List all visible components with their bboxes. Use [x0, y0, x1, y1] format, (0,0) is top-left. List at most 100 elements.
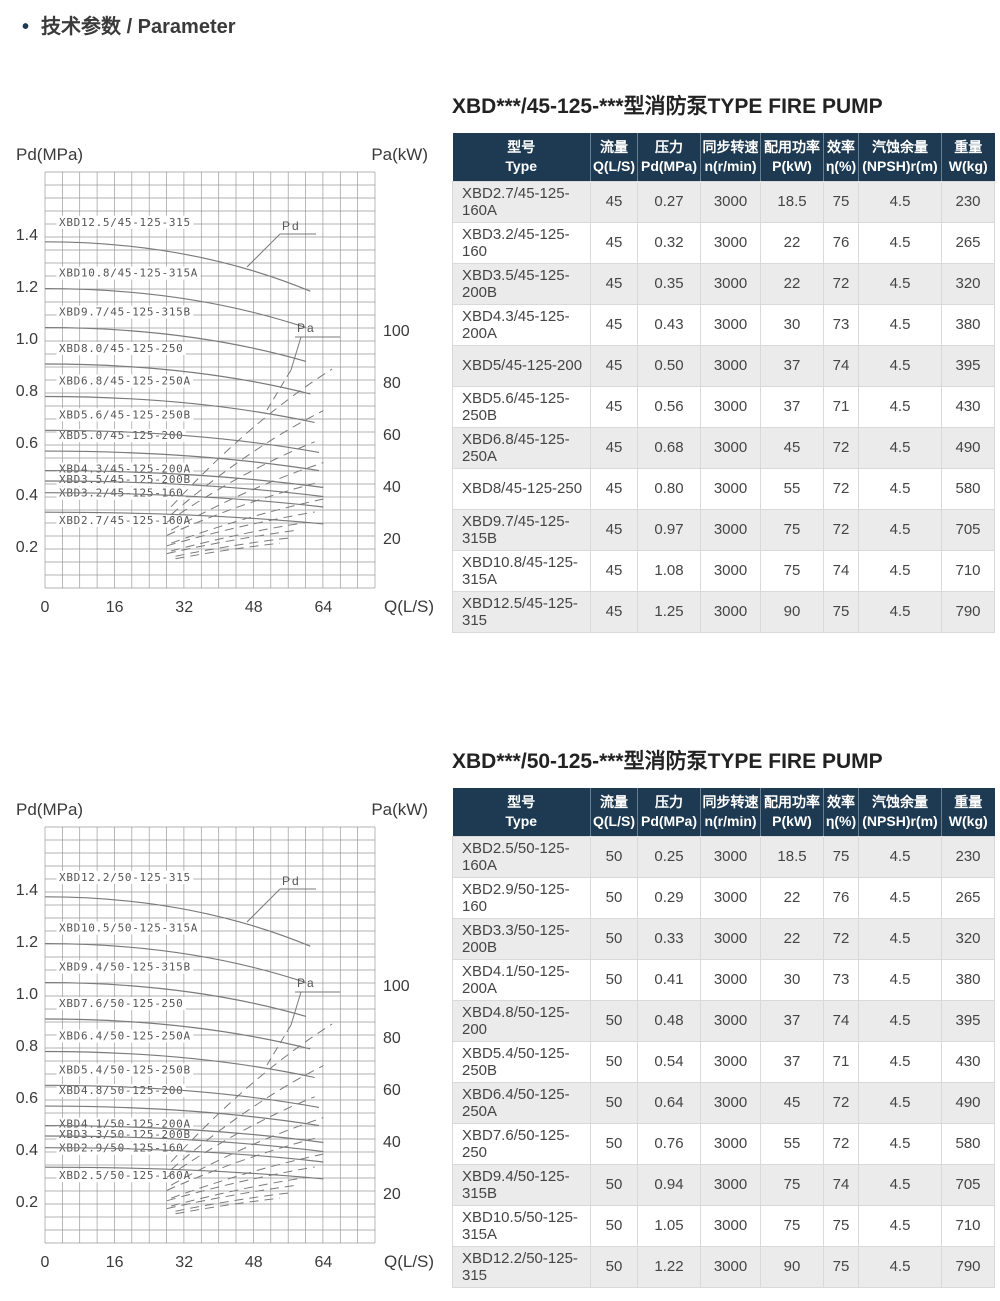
model-cell: XBD3.2/45-125-160 — [452, 221, 591, 264]
y-tick-left: 1.2 — [16, 279, 38, 296]
value-cell: 0.33 — [637, 917, 701, 960]
value-cell: 0.94 — [637, 1163, 701, 1206]
y-axis-label-right: Pa(kW) — [371, 145, 428, 164]
value-cell: 230 — [941, 835, 995, 878]
value-cell: 4.5 — [858, 1081, 942, 1124]
pump-curve — [44, 943, 307, 984]
value-cell: 0.97 — [637, 508, 701, 551]
value-cell: 74 — [823, 549, 859, 592]
value-cell: 3000 — [700, 1204, 761, 1247]
column-header: 重量 W(kg) — [941, 133, 995, 182]
table-row: XBD2.5/50-125-160A 50 0.25 3000 18.5 75 4.5 230 — [452, 835, 995, 878]
value-cell: 3000 — [700, 303, 761, 346]
page-title: • 技术参数 / Parameter — [22, 10, 236, 39]
power-curve — [170, 1117, 324, 1186]
performance-chart-45-125: XBD12.5/45-125-315 XBD10.8/45-125-315A XBD… — [16, 145, 434, 616]
power-curve — [170, 462, 324, 531]
value-cell: 45 — [590, 221, 638, 264]
power-curve — [170, 1065, 324, 1170]
column-header: 重量 W(kg) — [941, 788, 995, 837]
y-tick-right: 80 — [383, 375, 401, 392]
value-cell: 50 — [590, 1163, 638, 1206]
axis-labels: Pd(MPa) Pa(kW) Q(L/S) 0.2 0.4 0.6 0.8 1.0 1.2 1.4… — [16, 800, 434, 1271]
pump-curve — [44, 363, 311, 395]
y-tick-right: 100 — [383, 323, 410, 340]
value-cell: 3000 — [700, 180, 761, 223]
column-header: 压力 Pd(MPa) — [637, 133, 701, 182]
model-cell: XBD4.8/50-125-200 — [452, 999, 591, 1042]
value-cell: 4.5 — [858, 835, 942, 878]
spec-table-50-125: 型号 Type 流量 Q(L/S) 压力 Pd(MPa) 同步转速 n(r/min) 配用功率 P… — [452, 788, 995, 1288]
value-cell: 0.41 — [637, 958, 701, 1001]
value-cell: 1.22 — [637, 1245, 701, 1288]
pd-annotation: Pd — [282, 219, 301, 233]
value-cell: 72 — [823, 467, 859, 510]
value-cell: 3000 — [700, 835, 761, 878]
y-tick-left: 1.2 — [16, 934, 38, 951]
curve-label: XBD5.6/45-125-250B — [59, 408, 191, 421]
power-curve — [170, 368, 333, 508]
value-cell: 75 — [823, 1245, 859, 1288]
curve-label: XBD7.6/50-125-250 — [59, 997, 183, 1010]
curve-label: XBD12.5/45-125-315 — [59, 216, 191, 229]
value-cell: 265 — [941, 876, 995, 919]
value-cell: 3000 — [700, 1163, 761, 1206]
table-row: XBD3.2/45-125-160 45 0.32 3000 22 76 4.5 265 — [452, 221, 995, 264]
x-tick: 64 — [315, 1254, 333, 1271]
value-cell: 705 — [941, 508, 995, 551]
value-cell: 72 — [823, 1122, 859, 1165]
value-cell: 50 — [590, 876, 638, 919]
column-header: 汽蚀余量 (NPSH)r(m) — [858, 788, 942, 837]
column-header: 同步转速 n(r/min) — [700, 788, 761, 837]
chart-grid — [44, 171, 376, 589]
value-cell: 72 — [823, 426, 859, 469]
y-axis-label-left: Pd(MPa) — [16, 800, 83, 819]
pump-curve — [44, 470, 324, 489]
table-row: XBD4.3/45-125-200A 45 0.43 3000 30 73 4.5 380 — [452, 303, 995, 346]
value-cell: 4.5 — [858, 262, 942, 305]
value-cell: 18.5 — [760, 835, 824, 878]
value-cell: 75 — [823, 180, 859, 223]
y-tick-left: 0.4 — [16, 1142, 38, 1159]
value-cell: 710 — [941, 549, 995, 592]
value-cell: 4.5 — [858, 1163, 942, 1206]
y-axis-label-left: Pd(MPa) — [16, 145, 83, 164]
model-cell: XBD12.5/45-125-315 — [452, 590, 591, 633]
pump-curve — [44, 480, 324, 498]
pa-annotation: Pa — [297, 321, 316, 335]
pump-curve — [44, 1135, 324, 1153]
value-cell: 4.5 — [858, 1122, 942, 1165]
x-axis-label: Q(L/S) — [384, 597, 434, 616]
table-row: XBD5.4/50-125-250B 50 0.54 3000 37 71 4.5 430 — [452, 1040, 995, 1083]
value-cell: 4.5 — [858, 508, 942, 551]
value-cell: 45 — [760, 426, 824, 469]
value-cell: 22 — [760, 917, 824, 960]
spec-section-50-125: XBD***/50-125-***型消防泵TYPE FIRE PUMP 型号 Ty… — [452, 750, 995, 1288]
curve-label: XBD2.5/50-125-160A — [59, 1169, 191, 1182]
curve-label: XBD4.8/50-125-200 — [59, 1084, 183, 1097]
value-cell: 790 — [941, 1245, 995, 1288]
power-curve — [175, 542, 280, 560]
curve-label: XBD4.3/45-125-200A — [59, 463, 191, 476]
power-curve — [166, 511, 315, 547]
curve-label: XBD10.8/45-125-315A — [59, 267, 198, 280]
model-cell: XBD5.6/45-125-250B — [452, 385, 591, 428]
value-cell: 37 — [760, 385, 824, 428]
model-cell: XBD4.3/45-125-200A — [452, 303, 591, 346]
value-cell: 395 — [941, 344, 995, 387]
value-cell: 490 — [941, 1081, 995, 1124]
value-cell: 3000 — [700, 876, 761, 919]
pd-curves — [44, 241, 324, 525]
value-cell: 4.5 — [858, 876, 942, 919]
power-curve — [166, 1137, 315, 1191]
value-cell: 71 — [823, 385, 859, 428]
table-row: XBD5.6/45-125-250B 45 0.56 3000 37 71 4.5 430 — [452, 385, 995, 428]
y-tick-left: 1.4 — [16, 882, 38, 899]
pump-curve — [44, 288, 307, 329]
table-title-45-125: XBD***/45-125-***型消防泵TYPE FIRE PUMP — [452, 95, 883, 118]
value-cell: 76 — [823, 876, 859, 919]
y-tick-right: 60 — [383, 427, 401, 444]
curve-label: XBD5.0/45-125-200 — [59, 429, 183, 442]
value-cell: 72 — [823, 917, 859, 960]
power-curve — [170, 1153, 324, 1199]
